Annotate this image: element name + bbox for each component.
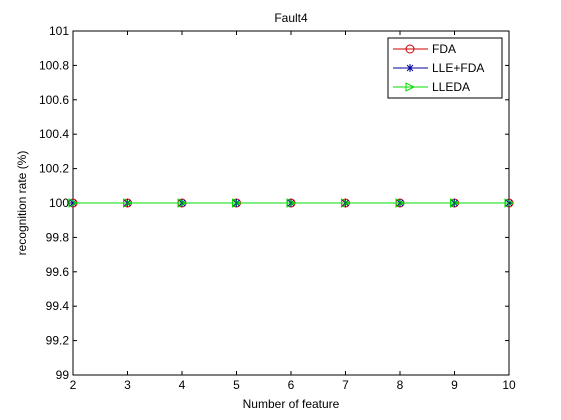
legend-item: LLE+FDA: [393, 61, 484, 75]
legend-label: FDA: [432, 42, 456, 56]
x-tick-label: 7: [342, 378, 349, 392]
y-tick-label: 100.6: [39, 93, 69, 107]
y-tick-label: 100.4: [39, 127, 69, 141]
y-tick-label: 99.4: [46, 299, 70, 313]
data-point: [123, 198, 133, 208]
data-point: [68, 198, 79, 208]
data-point: [395, 198, 406, 208]
y-tick-label: 99: [56, 368, 70, 382]
x-tick-label: 4: [179, 378, 186, 392]
data-point: [450, 198, 460, 208]
x-tick-label: 10: [502, 378, 516, 392]
legend-marker: [406, 64, 414, 72]
y-tick-label: 100.8: [39, 58, 69, 72]
legend-item: FDA: [393, 42, 456, 56]
y-tick-label: 100.2: [39, 162, 69, 176]
x-tick-label: 8: [397, 378, 404, 392]
data-point: [286, 198, 297, 208]
data-point: [341, 198, 351, 208]
series-layer: [68, 198, 515, 208]
y-tick-label: 100: [49, 196, 69, 210]
y-tick-label: 99.2: [46, 334, 70, 348]
data-point: [504, 198, 515, 208]
x-tick-label: 6: [288, 378, 295, 392]
y-tick-label: 99.8: [46, 230, 70, 244]
x-axis: 2 3 4 5 6 7 8 9 10: [70, 31, 516, 392]
y-axis-label: recognition rate (%): [15, 151, 29, 256]
x-tick-label: 5: [233, 378, 240, 392]
legend-label: LLEDA: [432, 80, 470, 94]
y-tick-label: 101: [49, 24, 69, 38]
x-tick-label: 3: [124, 378, 131, 392]
legend-item: LLEDA: [393, 80, 470, 94]
legend-marker: [405, 82, 416, 92]
y-tick-label: 99.6: [46, 265, 70, 279]
series-lleda: [68, 198, 515, 208]
data-point: [232, 198, 242, 208]
chart-title: Fault4: [274, 11, 308, 25]
x-tick-label: 9: [451, 378, 458, 392]
legend: FDA LLE+FDA LLEDA: [387, 37, 503, 99]
legend-label: LLE+FDA: [432, 61, 484, 75]
x-tick-label: 2: [70, 378, 77, 392]
y-axis: 99 99.2 99.4 99.6 99.8 100 100.2 100.4 100.6 100.…: [39, 24, 509, 382]
data-point: [177, 198, 188, 208]
legend-marker: [405, 44, 415, 54]
x-axis-label: Number of feature: [243, 397, 340, 411]
